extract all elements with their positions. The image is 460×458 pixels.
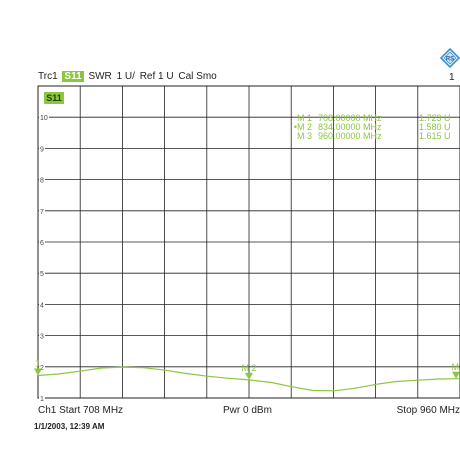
y-tick-label: 1 bbox=[40, 396, 44, 402]
marker-table-frequency: 960.00000 MHz bbox=[318, 131, 382, 141]
marker-table-value: 1.615 U bbox=[419, 131, 451, 141]
y-tick-label: 10 bbox=[40, 115, 48, 122]
y-tick-label: 6 bbox=[40, 240, 44, 247]
trace-cal[interactable]: Cal Smo bbox=[178, 71, 217, 82]
y-tick-label: 4 bbox=[40, 302, 44, 309]
trace-badge bbox=[44, 92, 64, 104]
power-level[interactable]: Pwr 0 dBm bbox=[223, 405, 272, 416]
stop-frequency[interactable]: Stop 960 MHz bbox=[396, 405, 460, 416]
marker-table-value: 1.723 U bbox=[419, 113, 451, 123]
start-frequency[interactable]: Ch1 Start 708 MHz bbox=[38, 405, 124, 416]
marker-table-frequency: 708.00000 MHz bbox=[318, 113, 382, 123]
marker-triangle bbox=[34, 368, 42, 376]
y-tick-label: 3 bbox=[40, 334, 44, 341]
trace-param-badge[interactable]: S11 bbox=[62, 71, 84, 82]
marker-triangle bbox=[452, 371, 460, 379]
y-tick-label: 8 bbox=[40, 178, 44, 185]
y-tick-label: 9 bbox=[40, 146, 44, 153]
trace-name[interactable]: Trc1 bbox=[38, 71, 58, 82]
trace-ref[interactable]: Ref 1 U bbox=[139, 71, 174, 82]
marker-table-value: 1.580 U bbox=[419, 122, 451, 132]
trace-scale[interactable]: 1 U/ bbox=[116, 71, 135, 82]
marker-table-name: M 3 bbox=[297, 131, 312, 141]
trace-format[interactable]: SWR bbox=[88, 71, 112, 82]
marker-table-name: M 1 bbox=[297, 113, 312, 123]
channel-number: 1 bbox=[449, 72, 455, 83]
y-tick-label: 5 bbox=[40, 271, 44, 278]
marker-table-name: •M 2 bbox=[294, 122, 312, 132]
rohde-schwarz-logo-icon: RS bbox=[440, 48, 460, 68]
marker-table-frequency: 834.00000 MHz bbox=[318, 122, 382, 132]
svg-text:RS: RS bbox=[446, 57, 454, 63]
trace-badge-label: S11 bbox=[46, 93, 62, 103]
trace-header[interactable]: Trc1 S11 SWR 1 U/ Ref 1 U Cal Smo bbox=[38, 71, 219, 82]
y-tick-label: 7 bbox=[40, 209, 44, 216]
y-tick-label: 2 bbox=[40, 365, 44, 372]
marker-label: M 2 bbox=[241, 363, 256, 373]
marker-triangle bbox=[245, 372, 253, 380]
marker-label: 1 bbox=[35, 358, 40, 368]
date-time: 1/1/2003, 12:39 AM bbox=[34, 422, 105, 431]
marker-label: M bbox=[452, 362, 460, 372]
